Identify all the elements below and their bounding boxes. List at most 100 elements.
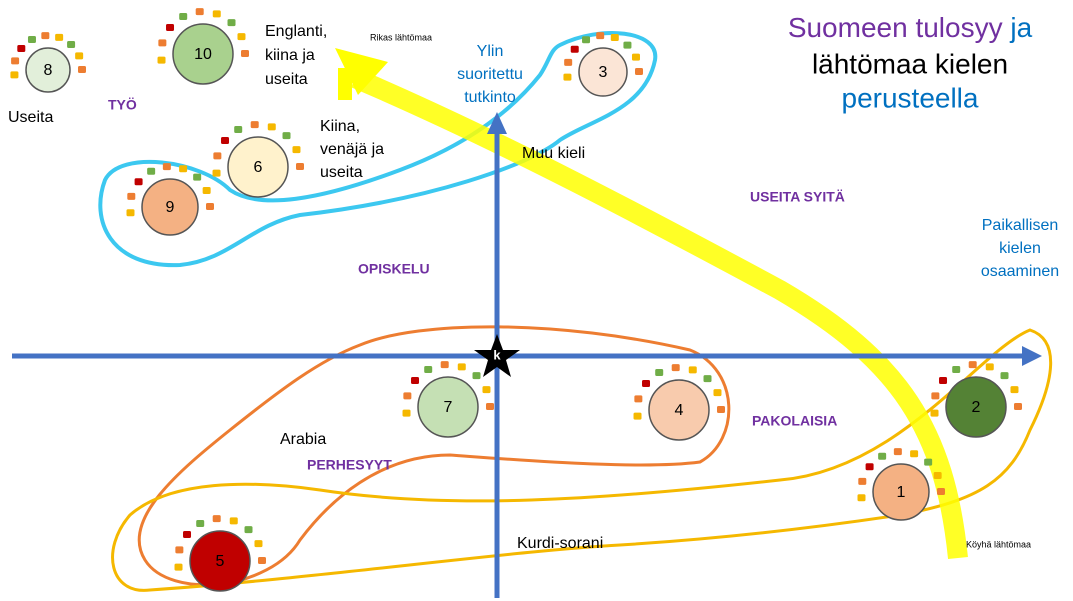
icon xyxy=(250,121,259,129)
group-label: OPISKELU xyxy=(358,261,430,277)
icon xyxy=(610,33,619,41)
origin-star xyxy=(474,334,520,377)
icon xyxy=(635,68,643,75)
node-label: 2 xyxy=(972,399,981,416)
node-label: 7 xyxy=(444,399,453,416)
icon xyxy=(486,403,494,410)
icon xyxy=(563,73,572,81)
icon xyxy=(175,546,184,554)
loops xyxy=(98,31,1053,592)
icon xyxy=(878,452,887,460)
icon xyxy=(703,375,712,383)
icon xyxy=(183,530,192,538)
y-axis-arrowhead xyxy=(487,112,507,134)
language-label: Kurdi-sorani xyxy=(517,535,603,552)
icon xyxy=(296,163,304,170)
icon xyxy=(472,372,481,380)
icon xyxy=(457,363,466,371)
icon xyxy=(924,458,933,466)
icon xyxy=(158,39,167,47)
node-circle xyxy=(189,530,251,592)
title-line3: perusteella xyxy=(842,82,979,113)
icon xyxy=(939,376,948,384)
title-line2: lähtömaa kielen xyxy=(812,48,1008,79)
icon xyxy=(440,361,449,369)
group-label: TYÖ xyxy=(108,97,137,113)
x-axis-label: kielen xyxy=(999,240,1041,257)
icon xyxy=(254,540,263,548)
icon xyxy=(212,515,221,523)
icon xyxy=(179,12,188,20)
y-axis-label: tutkinto xyxy=(464,89,516,106)
rich-label: Rikas lähtömaa xyxy=(370,32,432,42)
study-loop xyxy=(98,31,658,268)
icon xyxy=(930,409,939,417)
node-circle xyxy=(141,178,199,236)
language-label: useita xyxy=(320,164,363,181)
icon xyxy=(162,163,171,171)
icon xyxy=(482,386,491,394)
node-circle xyxy=(227,136,289,198)
icon xyxy=(633,412,642,420)
wealth-arrowhead xyxy=(335,48,388,95)
language-label: Kiina, xyxy=(320,118,360,135)
icon xyxy=(671,364,680,372)
icon xyxy=(75,52,84,60)
icon xyxy=(267,123,276,131)
icon xyxy=(237,33,246,41)
node-label: 9 xyxy=(166,199,175,216)
icon xyxy=(655,368,664,376)
y-axis-label: Ylin xyxy=(477,43,504,60)
icon xyxy=(244,526,253,534)
group-label: PERHESYYT xyxy=(307,457,392,473)
icon xyxy=(424,365,433,373)
icon xyxy=(157,56,166,64)
language-label: Muu kieli xyxy=(522,145,585,162)
title-part: Suomeen tulosyy xyxy=(788,12,1003,43)
icon xyxy=(166,23,175,31)
icon xyxy=(631,53,640,61)
icon xyxy=(221,136,230,144)
nodes: 8 10 3 6 9 7 4 2 1 5 xyxy=(10,8,1022,592)
icon xyxy=(985,363,994,371)
icon xyxy=(67,41,76,49)
icon xyxy=(1014,403,1022,410)
group-label: USEITA SYITÄ xyxy=(750,189,845,205)
icon xyxy=(865,463,874,471)
icon xyxy=(202,186,211,194)
icon xyxy=(229,517,238,525)
icon xyxy=(41,32,50,40)
node-circle xyxy=(578,47,628,97)
x-axis-label: Paikallisen xyxy=(982,217,1058,234)
icon xyxy=(227,19,236,27)
language-label: Englanti, xyxy=(265,23,327,40)
icon xyxy=(282,132,291,140)
language-label: Arabia xyxy=(280,431,326,448)
icon xyxy=(17,44,26,52)
refugee-loop xyxy=(111,328,1053,592)
icon xyxy=(11,57,20,65)
node-label: 6 xyxy=(254,159,263,176)
icon xyxy=(258,557,266,564)
icon xyxy=(570,45,579,53)
node-label: 5 xyxy=(216,553,225,570)
node-label: 4 xyxy=(675,402,684,419)
language-label: kiina ja xyxy=(265,47,315,64)
family-loop xyxy=(137,325,731,587)
icon xyxy=(212,10,221,18)
node-circle xyxy=(25,47,71,93)
icon xyxy=(931,392,940,400)
icon xyxy=(195,8,204,16)
icon xyxy=(1000,372,1009,380)
icon xyxy=(857,494,866,502)
node-label: 3 xyxy=(599,64,608,81)
wealth-arrow xyxy=(351,68,968,560)
icon xyxy=(623,41,632,49)
icon xyxy=(634,395,643,403)
icon xyxy=(688,366,697,374)
icon xyxy=(858,477,867,485)
icon xyxy=(893,448,902,456)
icon xyxy=(174,563,183,571)
icon xyxy=(196,519,205,527)
